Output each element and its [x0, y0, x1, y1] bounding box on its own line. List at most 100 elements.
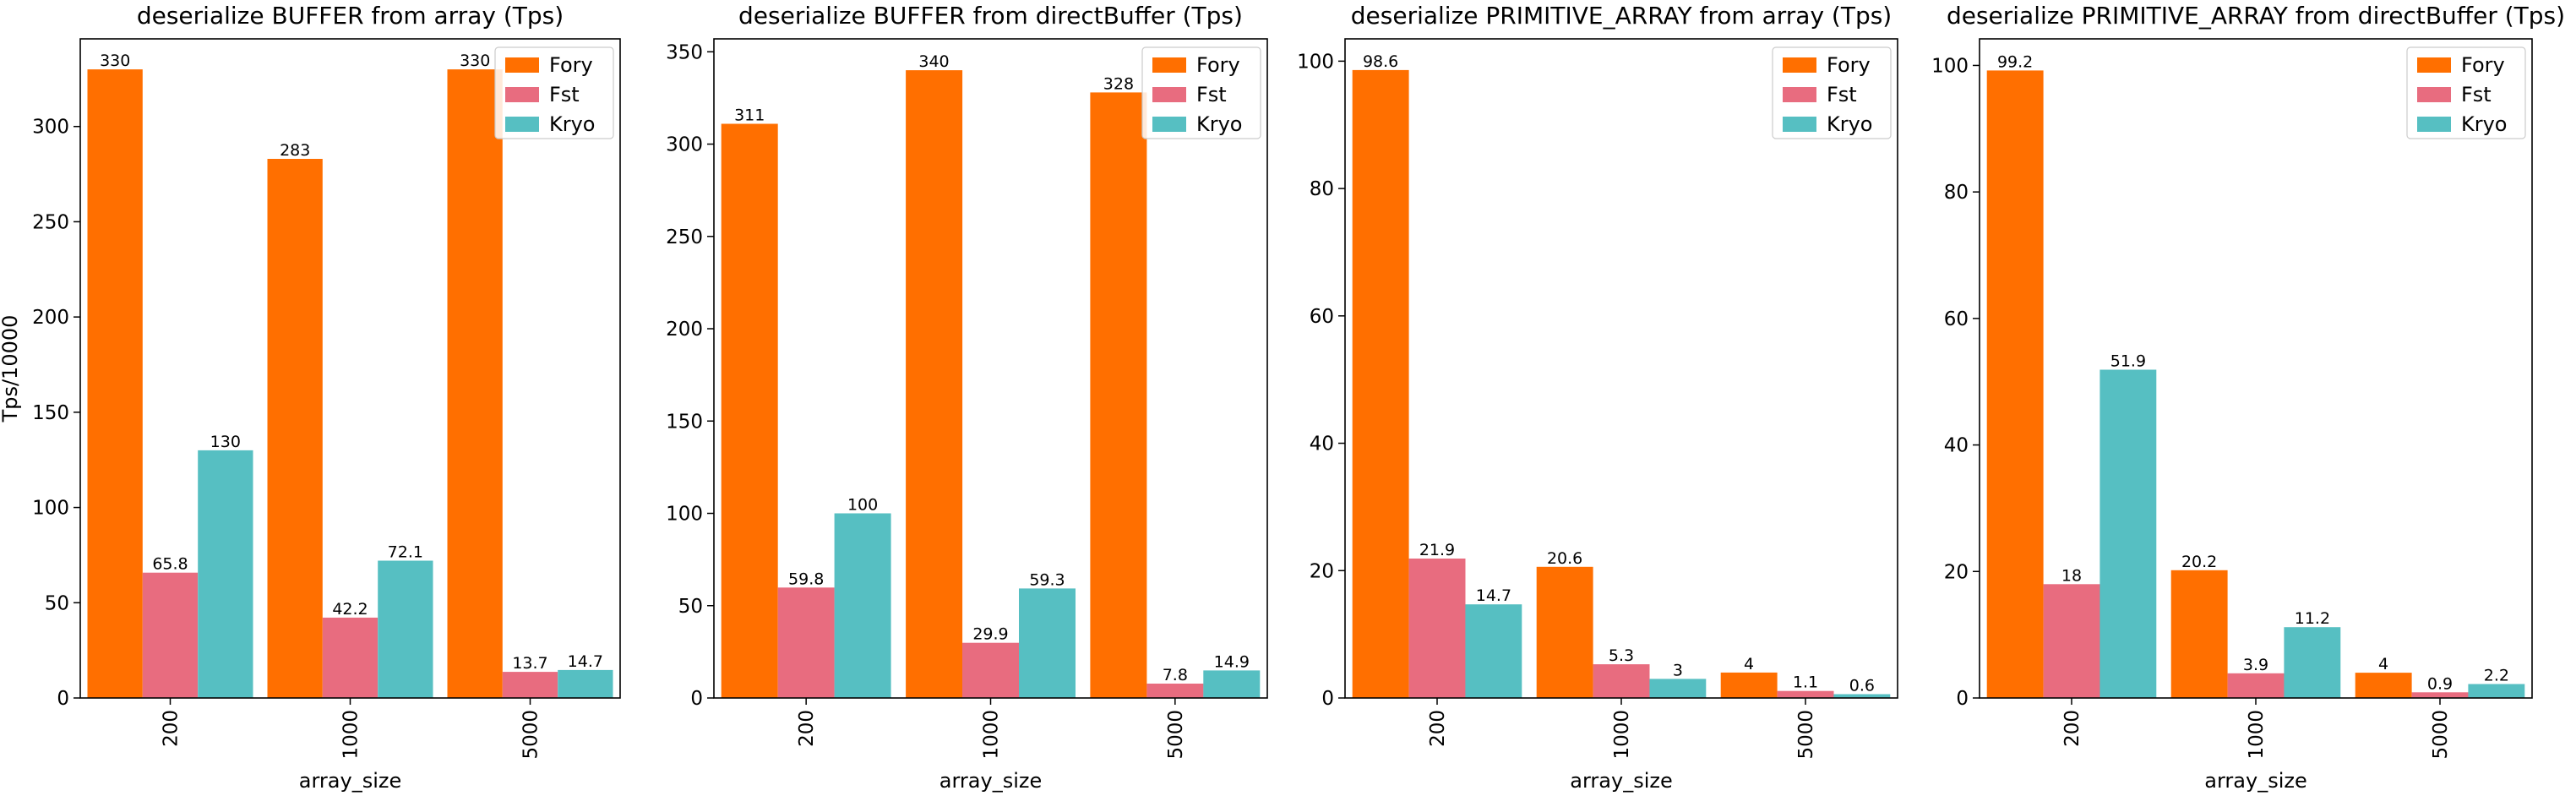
data-label-fory-1000: 20.6 [1547, 549, 1582, 568]
x-tick-label: 1000 [2246, 710, 2268, 760]
x-tick-label: 200 [161, 710, 182, 747]
legend-label-fory: Fory [1196, 53, 1240, 77]
data-label-kryo-1000: 72.1 [388, 543, 423, 562]
chart-title: deserialize BUFFER from directBuffer (Tp… [738, 2, 1243, 30]
bar-fory-5000 [1720, 672, 1778, 698]
legend-label-fory: Fory [549, 53, 593, 77]
legend-swatch-fory [1783, 57, 1816, 73]
legend-swatch-kryo [1783, 117, 1816, 132]
y-tick-label: 80 [1944, 182, 1969, 204]
bar-fory-200 [721, 123, 778, 698]
y-tick-label: 50 [45, 592, 69, 614]
data-label-kryo-5000: 0.6 [1849, 677, 1875, 695]
bar-kryo-5000 [558, 669, 613, 698]
data-label-kryo-5000: 14.9 [1214, 652, 1250, 671]
data-label-kryo-1000: 3 [1673, 661, 1683, 679]
bar-fory-200 [1352, 69, 1409, 698]
data-label-kryo-200: 14.7 [1476, 586, 1511, 605]
y-tick-label: 80 [1310, 178, 1334, 200]
bar-fory-1000 [906, 70, 963, 699]
chart-panel-2: deserialize BUFFER from directBuffer (Tp… [666, 2, 1268, 793]
legend: Fory Fst Kryo [494, 46, 614, 139]
legend-swatch-fory [2417, 57, 2451, 73]
bar-fst-5000 [502, 672, 558, 698]
bar-fory-200 [1986, 70, 2044, 698]
y-tick-label: 100 [1297, 51, 1334, 73]
x-tick-label: 200 [796, 710, 818, 747]
bar-fory-5000 [1090, 92, 1147, 698]
legend-label-fst: Fst [1827, 83, 1857, 106]
legend-label-kryo: Kryo [1827, 112, 1873, 136]
bar-fst-5000 [2411, 692, 2469, 698]
data-label-fory-200: 98.6 [1363, 52, 1398, 71]
bar-fory-5000 [2355, 673, 2412, 698]
legend: Fory Fst Kryo [1141, 46, 1261, 139]
data-label-fst-5000: 13.7 [512, 654, 547, 673]
legend: Fory Fst Kryo [2406, 46, 2526, 139]
legend-label-fory: Fory [2461, 53, 2505, 77]
chart-title: deserialize PRIMITIVE_ARRAY from array (… [1351, 2, 1892, 30]
data-label-fst-1000: 42.2 [332, 600, 368, 619]
data-label-fory-1000: 283 [280, 141, 310, 160]
y-tick-label: 300 [666, 134, 703, 156]
y-tick-label: 0 [1956, 688, 1969, 710]
data-label-kryo-200: 130 [210, 433, 241, 451]
y-tick-label: 100 [1931, 55, 1969, 77]
x-tick-label: 5000 [1165, 710, 1187, 760]
data-label-fory-5000: 4 [1744, 655, 1754, 673]
data-label-fory-200: 99.2 [1997, 52, 2033, 71]
x-tick-label: 5000 [520, 710, 542, 760]
y-tick-label: 200 [666, 319, 703, 341]
x-tick-label: 1000 [981, 710, 1003, 760]
y-tick-label: 0 [1321, 688, 1334, 710]
y-tick-label: 60 [1310, 306, 1334, 328]
legend-label-kryo: Kryo [1196, 112, 1243, 136]
data-label-fory-1000: 340 [918, 52, 949, 71]
chart-panel-3: deserialize PRIMITIVE_ARRAY from array (… [1297, 2, 1898, 793]
y-tick-label: 0 [690, 688, 703, 710]
legend-swatch-kryo [505, 117, 539, 132]
bar-kryo-1000 [378, 560, 433, 698]
data-label-fst-1000: 5.3 [1609, 646, 1634, 665]
chart-panel-4: deserialize PRIMITIVE_ARRAY from directB… [1931, 2, 2565, 793]
x-axis-label: array_size [1570, 769, 1672, 793]
data-label-fst-5000: 0.9 [2427, 674, 2453, 693]
bar-fory-1000 [1536, 566, 1593, 698]
chart-title: deserialize BUFFER from array (Tps) [137, 2, 564, 30]
legend-swatch-fst [2417, 87, 2451, 102]
bar-kryo-200 [1465, 604, 1522, 698]
legend-swatch-fory [1152, 57, 1186, 73]
data-label-kryo-1000: 11.2 [2295, 609, 2330, 628]
y-tick-label: 20 [1944, 561, 1969, 583]
data-label-fst-200: 65.8 [152, 555, 188, 574]
data-label-fory-1000: 20.2 [2181, 553, 2217, 571]
y-tick-label: 250 [666, 226, 703, 248]
chart-title: deserialize PRIMITIVE_ARRAY from directB… [1947, 2, 2565, 30]
legend-swatch-fst [1152, 87, 1186, 102]
bar-fory-5000 [447, 69, 503, 699]
bar-kryo-1000 [2284, 627, 2341, 698]
legend-label-fory: Fory [1827, 53, 1871, 77]
legend-label-kryo: Kryo [2461, 112, 2508, 136]
data-label-fst-200: 18 [2061, 566, 2082, 585]
y-axis-label: Tps/10000 [0, 315, 22, 423]
bar-fst-1000 [962, 642, 1019, 698]
legend-swatch-kryo [2417, 117, 2451, 132]
legend-label-fst: Fst [549, 83, 580, 106]
x-tick-label: 1000 [1611, 710, 1633, 760]
y-tick-label: 100 [666, 504, 703, 526]
bar-fory-1000 [267, 159, 323, 698]
y-tick-label: 60 [1944, 308, 1969, 330]
x-axis-label: array_size [2204, 769, 2306, 793]
bar-kryo-200 [2099, 369, 2157, 698]
bar-kryo-5000 [1203, 670, 1261, 698]
bar-fst-5000 [1777, 690, 1834, 698]
data-label-kryo-5000: 2.2 [2484, 667, 2509, 685]
bar-kryo-1000 [1019, 588, 1076, 698]
x-tick-label: 200 [1427, 710, 1449, 747]
bar-fst-5000 [1146, 684, 1204, 698]
bar-fory-1000 [2170, 570, 2228, 698]
y-tick-label: 40 [1310, 433, 1334, 455]
data-label-fory-5000: 330 [460, 52, 490, 70]
bar-fst-200 [1408, 559, 1466, 698]
